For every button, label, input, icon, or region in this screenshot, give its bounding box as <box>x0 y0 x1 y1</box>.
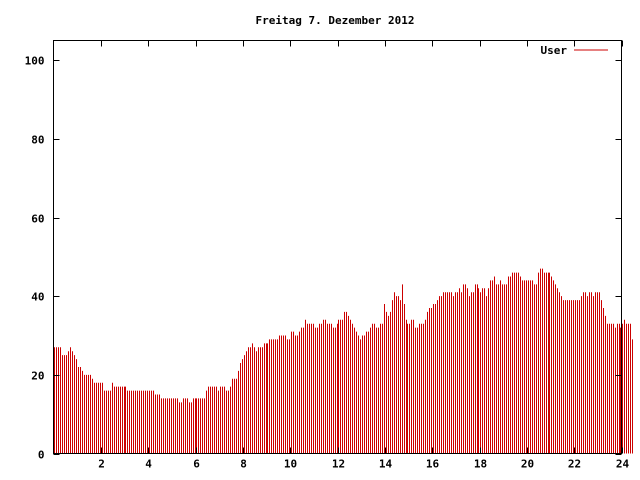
x-tick-label: 6 <box>193 458 200 471</box>
x-tick-label: 4 <box>145 458 152 471</box>
x-tick-label: 24 <box>616 458 630 471</box>
x-tick-label: 12 <box>332 458 345 471</box>
bar-group <box>54 268 633 454</box>
chart-title: Freitag 7. Dezember 2012 <box>256 14 415 27</box>
y-tick-label: 40 <box>31 291 44 304</box>
y-tick-label: 60 <box>31 213 44 226</box>
x-tick-label: 22 <box>568 458 581 471</box>
x-tick-label: 2 <box>98 458 105 471</box>
y-tick-label: 20 <box>31 370 44 383</box>
x-tick-label: 18 <box>474 458 487 471</box>
y-tick-label: 80 <box>31 134 44 147</box>
plot-frame <box>53 40 622 454</box>
legend: User <box>541 44 608 57</box>
x-axis: 2 4 6 8 10 12 14 16 18 20 22 24 <box>98 40 630 471</box>
x-tick-label: 16 <box>426 458 440 471</box>
y-tick-label: 100 <box>25 55 45 68</box>
x-tick-label: 10 <box>284 458 297 471</box>
y-axis: 0 20 40 60 80 100 <box>25 55 622 462</box>
x-tick-label: 8 <box>240 458 247 471</box>
legend-label: User <box>541 44 568 57</box>
x-tick-label: 20 <box>521 458 534 471</box>
y-tick-label: 0 <box>38 449 45 462</box>
x-tick-label: 14 <box>379 458 393 471</box>
